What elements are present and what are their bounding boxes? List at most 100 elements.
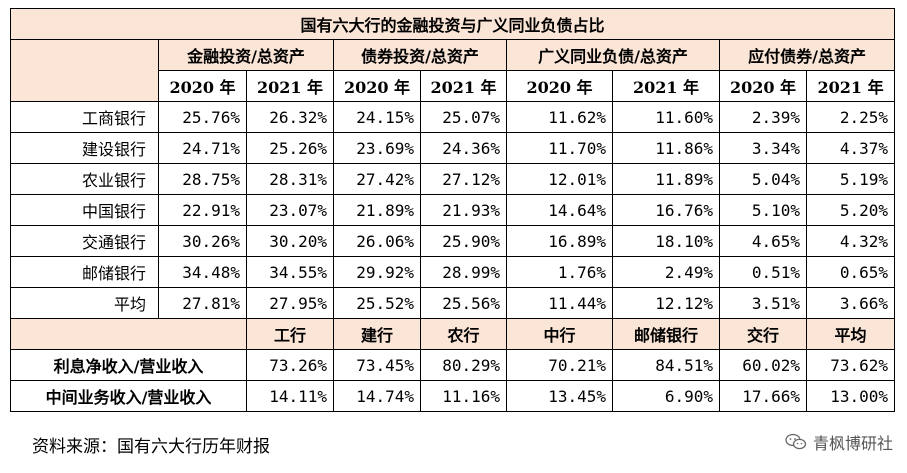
table-row: 中国银行 22.91% 23.07% 21.89% 21.93% 14.64% 16.76%…	[10, 194, 896, 226]
value-cell: 0.51%	[719, 256, 807, 288]
value-cell: 11.44%	[506, 287, 613, 319]
value-cell: 27.12%	[420, 163, 507, 195]
year-header: 2021 年	[805, 70, 896, 102]
income-value-cell: 14.74%	[333, 380, 421, 412]
value-cell: 12.12%	[612, 287, 720, 319]
value-cell: 26.32%	[246, 101, 334, 133]
value-cell: 27.95%	[246, 287, 334, 319]
value-cell: 28.75%	[158, 163, 247, 195]
value-cell: 11.60%	[612, 101, 720, 133]
income-header: 中行	[506, 318, 613, 350]
value-cell: 3.34%	[719, 132, 807, 164]
value-cell: 2.49%	[612, 256, 720, 288]
bank-name: 工商银行	[10, 101, 159, 133]
value-cell: 0.65%	[805, 256, 896, 288]
income-value-cell: 73.26%	[246, 349, 334, 381]
value-cell: 5.20%	[805, 194, 896, 226]
bank-name: 交通银行	[10, 225, 159, 257]
watermark-text: 青枫博研社	[812, 434, 893, 453]
value-cell: 25.52%	[333, 287, 421, 319]
value-cell: 18.10%	[612, 225, 720, 257]
bank-name: 农业银行	[10, 163, 159, 195]
group-header: 应付债券/总资产	[718, 39, 896, 71]
income-value-cell: 6.90%	[612, 380, 720, 412]
value-cell: 16.89%	[506, 225, 613, 257]
table-row: 工商银行 25.76% 26.32% 24.15% 25.07% 11.62% 11.60%…	[10, 101, 896, 133]
value-cell: 28.99%	[420, 256, 507, 288]
income-value-cell: 70.21%	[506, 349, 613, 381]
year-header: 2020 年	[719, 70, 807, 102]
bank-name: 平均	[10, 287, 159, 319]
value-cell: 4.37%	[805, 132, 896, 164]
income-header: 工行	[246, 318, 334, 350]
value-cell: 24.36%	[420, 132, 507, 164]
value-cell: 25.76%	[158, 101, 247, 133]
value-cell: 25.07%	[420, 101, 507, 133]
value-cell: 28.31%	[246, 163, 334, 195]
income-value-cell: 73.45%	[333, 349, 421, 381]
value-cell: 23.07%	[246, 194, 334, 226]
income-value-cell: 11.16%	[420, 380, 507, 412]
value-cell: 3.66%	[805, 287, 896, 319]
value-cell: 2.25%	[805, 101, 896, 133]
value-cell: 24.15%	[333, 101, 421, 133]
income-value-cell: 73.62%	[805, 349, 896, 381]
income-row: 利息净收入/营业收入 73.26% 73.45% 80.29% 70.21% 84.51%…	[10, 349, 896, 381]
value-cell: 30.26%	[158, 225, 247, 257]
value-cell: 16.76%	[612, 194, 720, 226]
value-cell: 3.51%	[719, 287, 807, 319]
income-label: 中间业务收入/营业收入	[10, 380, 247, 412]
value-cell: 14.64%	[506, 194, 613, 226]
value-cell: 34.55%	[246, 256, 334, 288]
table-row: 平均 27.81% 27.95% 25.52% 25.56% 11.44% 12.12% 3.…	[10, 287, 896, 319]
value-cell: 11.62%	[506, 101, 613, 133]
table-row: 建设银行 24.71% 25.26% 23.69% 24.36% 11.70% 11.86%…	[10, 132, 896, 164]
value-cell: 24.71%	[158, 132, 247, 164]
value-cell: 12.01%	[506, 163, 613, 195]
value-cell: 1.76%	[506, 256, 613, 288]
income-value-cell: 13.00%	[805, 380, 896, 412]
value-cell: 25.26%	[246, 132, 334, 164]
value-cell: 21.93%	[420, 194, 507, 226]
income-header-row: 工行 建行 农行 中行 邮储银行 交行 平均	[10, 318, 896, 350]
value-cell: 2.39%	[719, 101, 807, 133]
value-cell: 29.92%	[333, 256, 421, 288]
year-header: 2021 年	[612, 70, 720, 102]
watermark: 青枫博研社	[785, 430, 893, 454]
value-cell: 34.48%	[158, 256, 247, 288]
income-header: 交行	[719, 318, 807, 350]
table-row: 农业银行 28.75% 28.31% 27.42% 27.12% 12.01% 11.89%…	[10, 163, 896, 195]
source-note: 资料来源：国有六大行历年财报	[32, 437, 270, 457]
value-cell: 25.90%	[420, 225, 507, 257]
income-label: 利息净收入/营业收入	[10, 349, 247, 381]
income-rows: 利息净收入/营业收入 73.26% 73.45% 80.29% 70.21% 84.51%…	[10, 349, 896, 412]
bank-name: 建设银行	[10, 132, 159, 164]
year-header: 2020 年	[506, 70, 613, 102]
income-value-cell: 17.66%	[719, 380, 807, 412]
income-value-cell: 13.45%	[506, 380, 613, 412]
value-cell: 27.81%	[158, 287, 247, 319]
value-cell: 5.19%	[805, 163, 896, 195]
year-header: 2020 年	[333, 70, 421, 102]
income-value-cell: 60.02%	[719, 349, 807, 381]
corner-cell	[10, 39, 159, 102]
income-row: 中间业务收入/营业收入 14.11% 14.74% 11.16% 13.45% 6.90%…	[10, 380, 896, 412]
table-title: 国有六大行的金融投资与广义同业负债占比	[9, 8, 896, 40]
group-header: 广义同业负债/总资产	[506, 39, 720, 71]
income-header: 邮储银行	[612, 318, 720, 350]
value-cell: 22.91%	[158, 194, 247, 226]
bank-rows: 工商银行 25.76% 26.32% 24.15% 25.07% 11.62% 11.60%…	[10, 101, 896, 319]
year-header-row: 2020 年 2021 年 2020 年 2021 年 2020 年 2021 年 2020…	[11, 70, 896, 102]
income-header: 农行	[420, 318, 507, 350]
value-cell: 11.89%	[612, 163, 720, 195]
value-cell: 26.06%	[333, 225, 421, 257]
income-value-cell: 14.11%	[246, 380, 334, 412]
bank-name: 邮储银行	[10, 256, 159, 288]
value-cell: 4.32%	[805, 225, 896, 257]
value-cell: 25.56%	[420, 287, 507, 319]
value-cell: 11.70%	[506, 132, 613, 164]
group-header: 债券投资/总资产	[333, 39, 507, 71]
year-header: 2021 年	[420, 70, 507, 102]
year-header: 2021 年	[246, 70, 334, 102]
table-row: 交通银行 30.26% 30.20% 26.06% 25.90% 16.89% 18.10%…	[10, 225, 896, 257]
